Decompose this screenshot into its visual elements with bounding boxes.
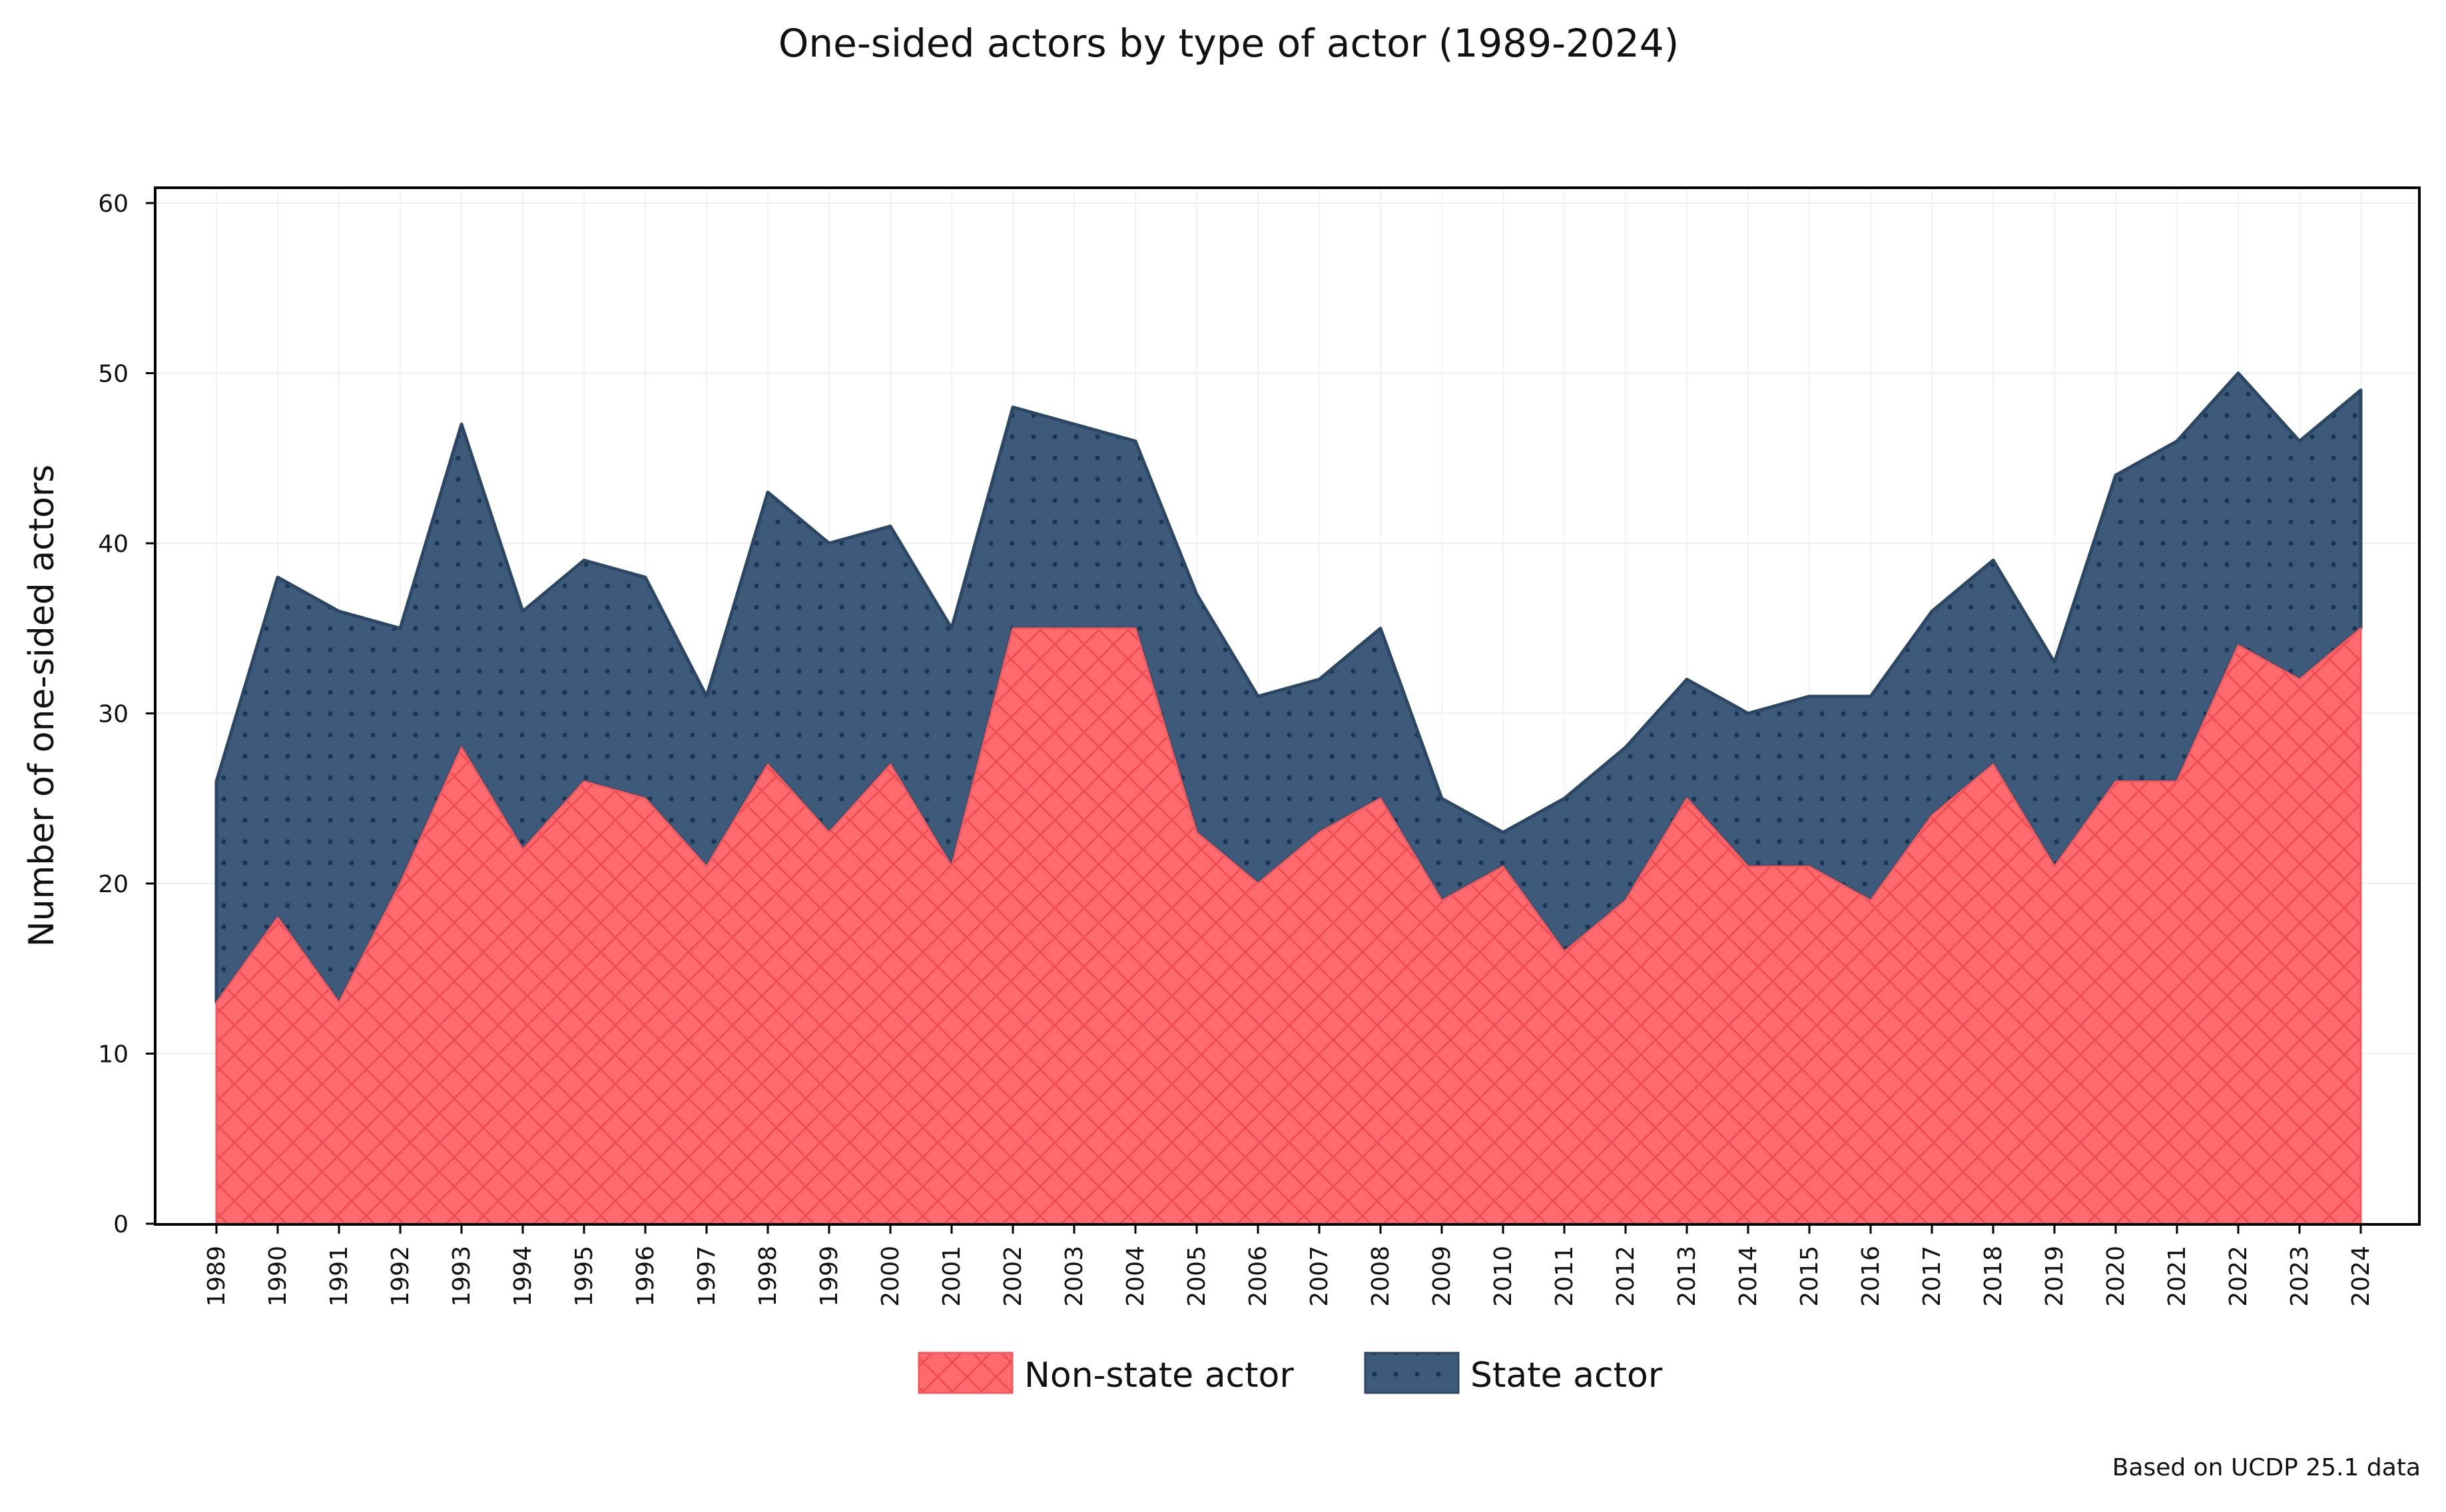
y-tick-label: 0 <box>113 1211 129 1238</box>
x-tick-label: 2010 <box>1490 1246 1517 1307</box>
x-tick-label: 2024 <box>2347 1246 2375 1307</box>
legend-item-non-state-actor: Non-state actor <box>918 1352 1294 1395</box>
x-tick-label: 1999 <box>816 1246 843 1307</box>
source-note: Based on UCDP 25.1 data <box>2112 1454 2421 1481</box>
y-tick-label: 10 <box>98 1041 129 1069</box>
area-non-state-actor <box>215 627 2362 1225</box>
y-tick-label: 20 <box>98 871 129 898</box>
x-tick-label: 1996 <box>632 1246 659 1307</box>
x-tick-label: 2019 <box>2041 1246 2068 1307</box>
x-tick-label: 1992 <box>387 1246 414 1307</box>
legend-item-state-actor: State actor <box>1364 1352 1663 1395</box>
x-tick-label: 1994 <box>509 1246 537 1307</box>
legend-label: Non-state actor <box>1024 1356 1294 1395</box>
x-tick-label: 1990 <box>264 1246 292 1307</box>
x-tick-label: 2013 <box>1674 1246 1701 1307</box>
y-tick-label: 30 <box>98 701 129 728</box>
y-tick-label: 50 <box>98 361 129 388</box>
x-axis-ticks: 1989 1990 1991 1992 1993 1994 1995 1996 1997 1998… <box>203 1224 2375 1307</box>
x-tick-label: 2008 <box>1367 1246 1394 1307</box>
y-axis-label: Number of one-sided actors <box>22 465 62 947</box>
x-tick-label: 2005 <box>1183 1246 1211 1307</box>
legend: Non-state actor State actor <box>918 1352 1663 1395</box>
x-tick-label: 2012 <box>1612 1246 1640 1307</box>
x-tick-label: 2007 <box>1306 1246 1333 1307</box>
y-tick-label: 40 <box>98 531 129 558</box>
x-tick-label: 2021 <box>2164 1246 2191 1307</box>
x-tick-label: 2000 <box>877 1246 904 1307</box>
x-tick-label: 1998 <box>755 1246 782 1307</box>
x-tick-label: 2015 <box>1796 1246 1823 1307</box>
x-tick-label: 2022 <box>2225 1246 2252 1307</box>
area-series <box>214 372 2363 1225</box>
x-tick-label: 2016 <box>1857 1246 1885 1307</box>
y-tick-label: 60 <box>98 190 129 218</box>
x-tick-label: 2023 <box>2286 1246 2313 1307</box>
x-tick-label: 1995 <box>571 1246 598 1307</box>
x-tick-label: 2004 <box>1122 1246 1149 1307</box>
plot-frame <box>154 186 2421 1226</box>
x-tick-label: 2003 <box>1061 1246 1088 1307</box>
x-tick-label: 1991 <box>326 1246 353 1307</box>
x-tick-label: 2011 <box>1551 1246 1578 1307</box>
x-tick-label: 2009 <box>1428 1246 1456 1307</box>
legend-swatch <box>918 1352 1014 1394</box>
x-tick-label: 2017 <box>1919 1246 1946 1307</box>
y-axis-ticks: 0 10 20 30 40 50 60 <box>98 190 155 1238</box>
legend-swatch <box>1364 1352 1460 1394</box>
x-tick-label: 2018 <box>1980 1246 2007 1307</box>
x-tick-label: 2014 <box>1735 1246 1762 1307</box>
x-tick-label: 1989 <box>203 1246 230 1307</box>
legend-label: State actor <box>1470 1356 1663 1395</box>
x-tick-label: 1997 <box>693 1246 721 1307</box>
x-tick-label: 2006 <box>1245 1246 1272 1307</box>
x-tick-label: 2002 <box>1000 1246 1027 1307</box>
x-tick-label: 2020 <box>2102 1246 2130 1307</box>
x-tick-label: 2001 <box>938 1246 966 1307</box>
x-tick-label: 1993 <box>448 1246 475 1307</box>
chart-title: One-sided actors by type of actor (1989-… <box>778 21 1680 66</box>
